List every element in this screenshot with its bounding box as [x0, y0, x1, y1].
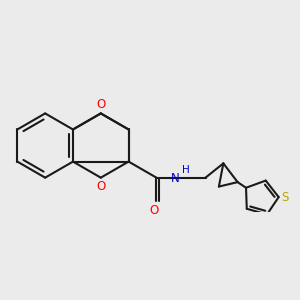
Text: O: O	[149, 203, 158, 217]
Text: S: S	[281, 190, 288, 204]
Text: O: O	[96, 98, 105, 111]
Text: O: O	[96, 180, 105, 193]
Text: N: N	[171, 172, 180, 184]
Text: H: H	[182, 165, 190, 175]
